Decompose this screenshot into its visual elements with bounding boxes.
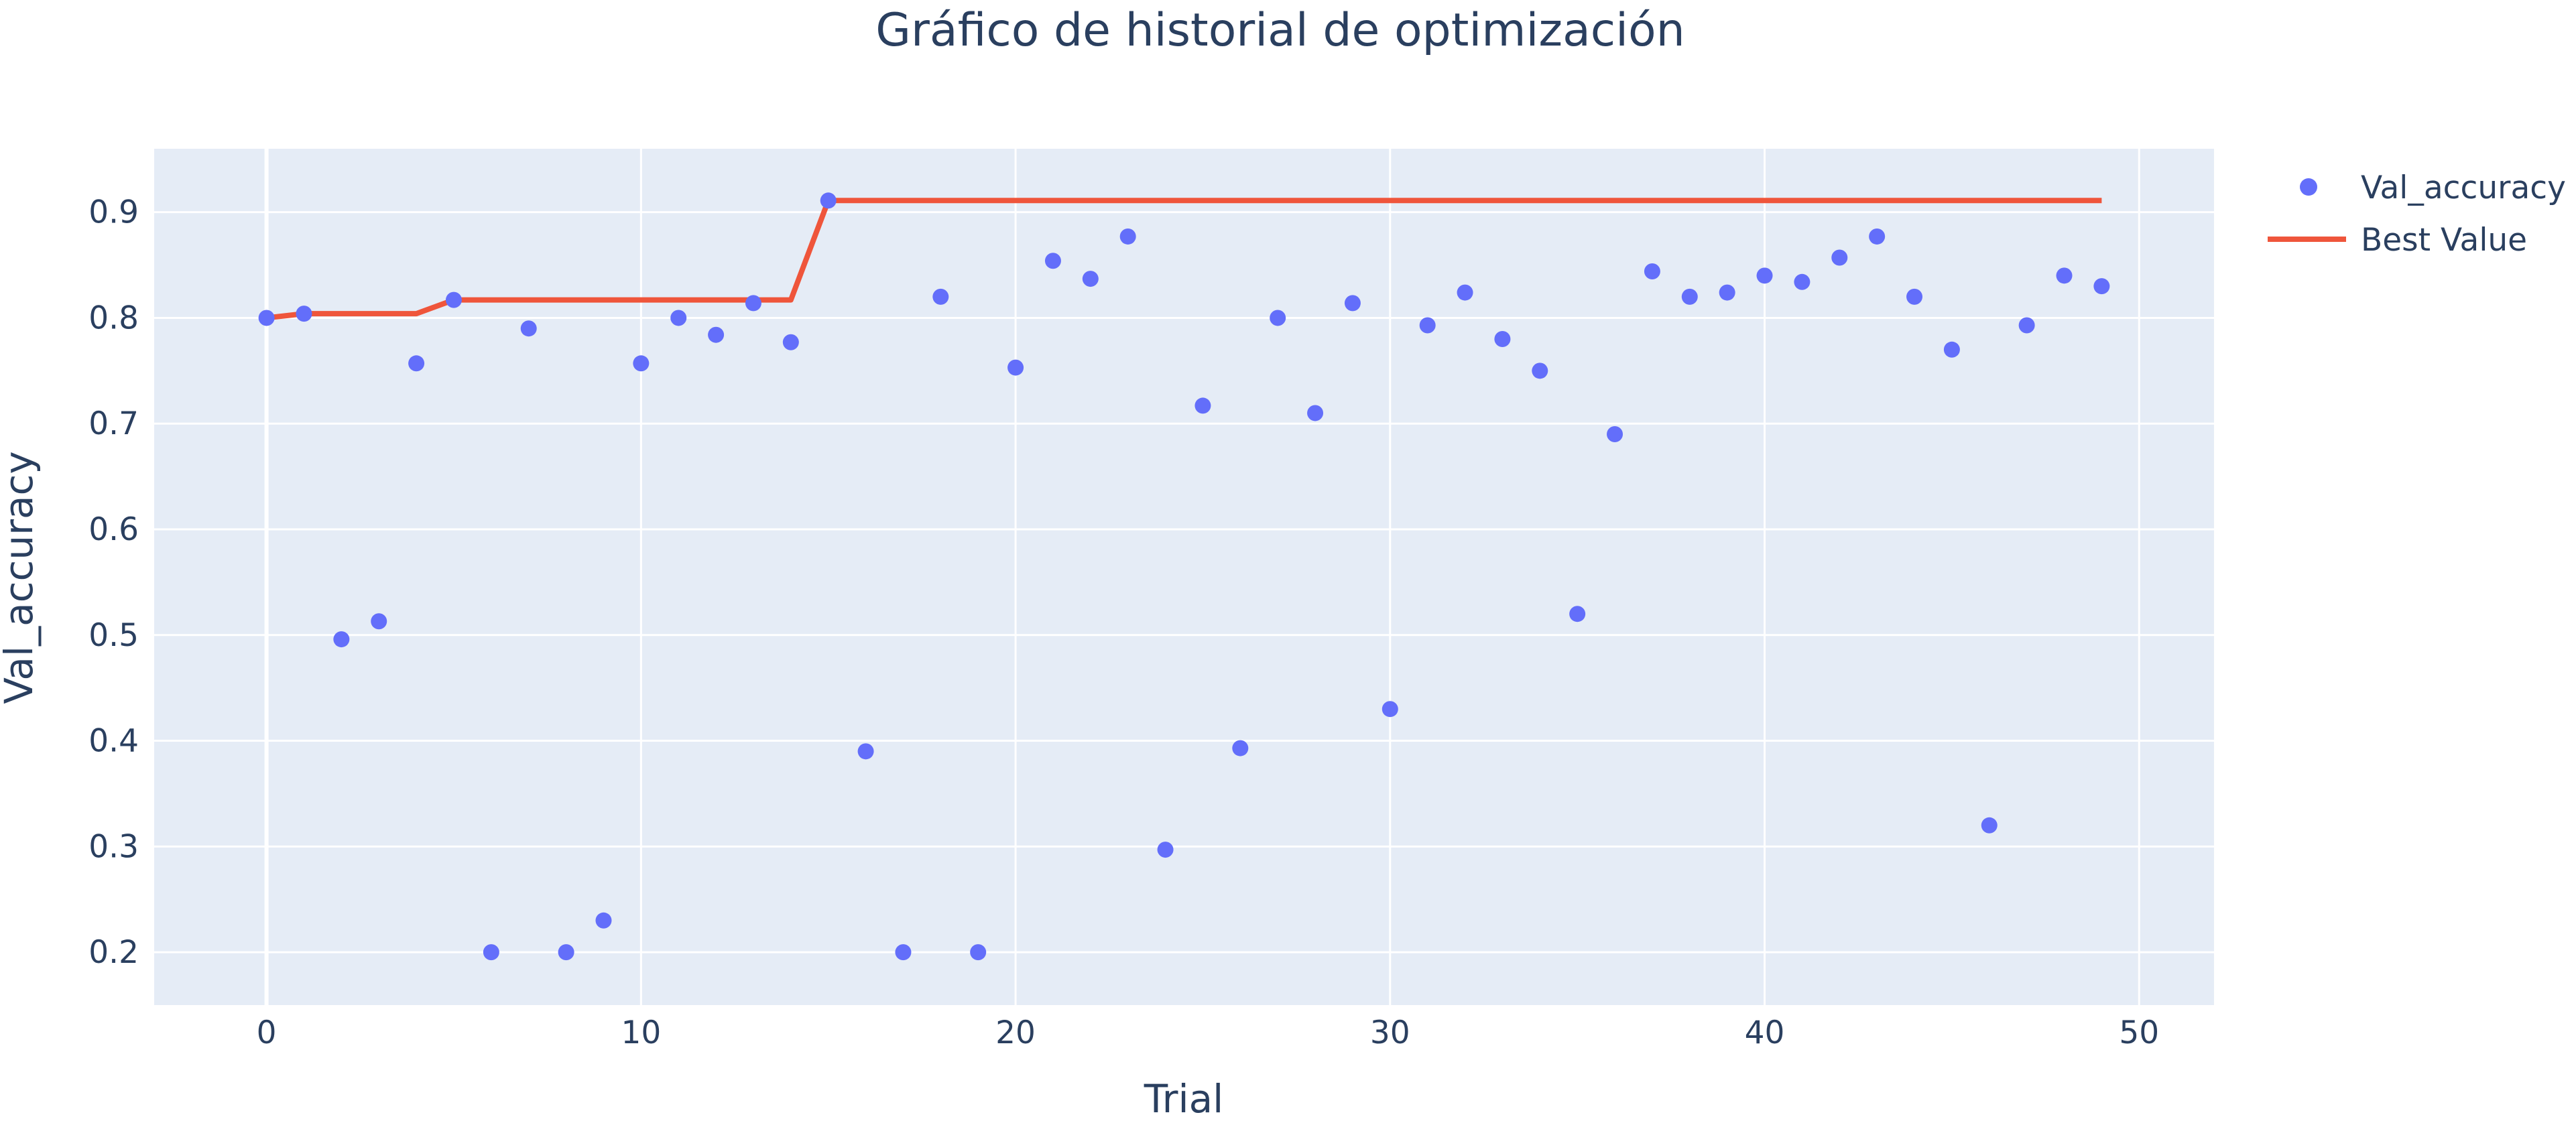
val-accuracy-point[interactable] <box>2056 267 2073 284</box>
legend-label-val-accuracy: Val_accuracy <box>2361 170 2566 206</box>
val-accuracy-point[interactable] <box>1719 284 1735 301</box>
val-accuracy-point[interactable] <box>1119 228 1136 245</box>
y-tick-label: 0.6 <box>88 511 139 548</box>
val-accuracy-point[interactable] <box>1157 842 1174 858</box>
val-accuracy-point[interactable] <box>558 944 574 961</box>
legend-marker-icon <box>2300 178 2317 196</box>
val-accuracy-point[interactable] <box>296 306 312 322</box>
axis-ticks: 0 10 20 30 40 50 0.2 0.3 0.4 0.5 0.6 0.7 0.8 0.9 <box>88 194 2159 1051</box>
val-accuracy-point[interactable] <box>520 320 537 337</box>
val-accuracy-point[interactable] <box>1644 263 1660 280</box>
val-accuracy-point[interactable] <box>1194 397 1211 414</box>
val-accuracy-point[interactable] <box>1906 288 1923 305</box>
best-value-line[interactable] <box>266 198 2102 321</box>
val-accuracy-point[interactable] <box>1869 228 1886 245</box>
val-accuracy-point[interactable] <box>932 288 949 305</box>
y-tick-label: 0.4 <box>88 723 139 760</box>
val-accuracy-point[interactable] <box>333 631 350 648</box>
val-accuracy-point[interactable] <box>1756 267 1773 284</box>
x-tick-label: 40 <box>1745 1014 1785 1051</box>
val-accuracy-point[interactable] <box>782 334 799 350</box>
val-accuracy-point[interactable] <box>1607 426 1623 442</box>
x-tick-label: 20 <box>995 1014 1036 1051</box>
val-accuracy-point[interactable] <box>1494 331 1511 347</box>
y-tick-label: 0.7 <box>88 405 139 442</box>
val-accuracy-point[interactable] <box>1419 317 1436 334</box>
val-accuracy-point[interactable] <box>1943 341 1960 358</box>
y-axis-title: Val_accuracy <box>0 451 42 704</box>
x-tick-label: 30 <box>1370 1014 1410 1051</box>
val-accuracy-point[interactable] <box>258 310 275 326</box>
val-accuracy-point[interactable] <box>483 944 499 961</box>
val-accuracy-point[interactable] <box>1044 253 1061 269</box>
legend-item-val-accuracy[interactable]: Val_accuracy <box>2300 170 2566 206</box>
val-accuracy-point[interactable] <box>2093 278 2110 295</box>
y-tick-label: 0.3 <box>88 828 139 865</box>
chart-title: Gráfico de historial de optimización <box>875 4 1685 57</box>
val-accuracy-point[interactable] <box>1007 359 1024 376</box>
val-accuracy-point[interactable] <box>1344 295 1361 312</box>
val-accuracy-point[interactable] <box>2018 317 2035 334</box>
val-accuracy-point[interactable] <box>371 613 387 630</box>
val-accuracy-point[interactable] <box>1382 701 1398 718</box>
y-tick-label: 0.5 <box>88 617 139 654</box>
chart-legend[interactable]: Val_accuracy Best Value <box>2268 170 2566 259</box>
y-tick-label: 0.8 <box>88 300 139 336</box>
val-accuracy-point[interactable] <box>1831 249 1848 266</box>
val-accuracy-point[interactable] <box>1082 271 1099 287</box>
val-accuracy-point[interactable] <box>1270 310 1286 326</box>
val-accuracy-point[interactable] <box>1569 606 1586 622</box>
x-tick-label: 0 <box>257 1014 277 1051</box>
legend-item-best-value[interactable]: Best Value <box>2268 222 2527 259</box>
x-tick-label: 10 <box>621 1014 661 1051</box>
val-accuracy-point[interactable] <box>1981 817 1998 834</box>
val-accuracy-point[interactable] <box>595 912 612 929</box>
val-accuracy-point[interactable] <box>970 944 987 961</box>
val-accuracy-point[interactable] <box>408 355 425 372</box>
val-accuracy-point[interactable] <box>745 295 761 312</box>
val-accuracy-point[interactable] <box>708 326 725 343</box>
val-accuracy-point[interactable] <box>857 743 874 760</box>
best-value-series <box>266 198 2102 321</box>
plot-area <box>154 149 2214 1005</box>
val-accuracy-point[interactable] <box>1794 273 1811 290</box>
val-accuracy-point[interactable] <box>895 944 912 961</box>
val-accuracy-point[interactable] <box>820 192 837 209</box>
x-axis-title: Trial <box>1144 1076 1224 1122</box>
val-accuracy-point[interactable] <box>1232 740 1249 756</box>
val-accuracy-point[interactable] <box>1681 288 1698 305</box>
val-accuracy-point[interactable] <box>1532 362 1548 379</box>
legend-label-best-value: Best Value <box>2361 222 2527 259</box>
val-accuracy-point[interactable] <box>1457 284 1473 301</box>
val-accuracy-series <box>258 192 2110 961</box>
y-tick-label: 0.2 <box>88 934 139 971</box>
x-tick-label: 50 <box>2119 1014 2159 1051</box>
val-accuracy-point[interactable] <box>445 291 462 308</box>
val-accuracy-point[interactable] <box>670 310 687 326</box>
val-accuracy-point[interactable] <box>1307 405 1324 421</box>
val-accuracy-point[interactable] <box>633 355 650 372</box>
grid-lines <box>154 149 2214 1005</box>
y-tick-label: 0.9 <box>88 194 139 231</box>
